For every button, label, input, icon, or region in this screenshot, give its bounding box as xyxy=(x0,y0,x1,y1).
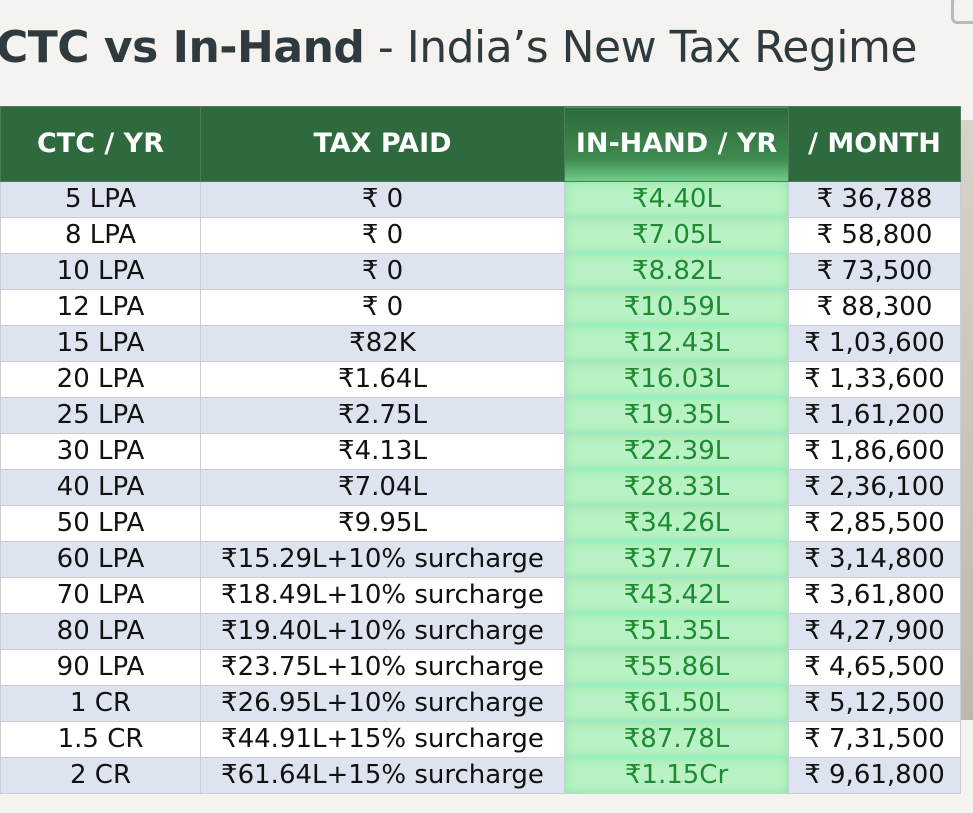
cell-in-hand: ₹51.35L xyxy=(564,613,789,650)
table-row: 25 LPA ₹2.75L ₹19.35L ₹ 1,61,200 xyxy=(0,397,961,434)
cell-in-hand: ₹19.35L xyxy=(564,397,789,434)
salary-table: CTC / YR TAX PAID IN-HAND / YR / MONTH 5… xyxy=(0,106,961,794)
cell-ctc: 2 CR xyxy=(0,757,201,794)
cell-ctc: 80 LPA xyxy=(0,613,201,650)
cell-month: ₹ 9,61,800 xyxy=(788,757,961,794)
cell-ctc: 10 LPA xyxy=(0,253,201,290)
cell-ctc: 70 LPA xyxy=(0,577,201,614)
cell-ctc: 8 LPA xyxy=(0,217,201,254)
cell-ctc: 30 LPA xyxy=(0,433,201,470)
cell-in-hand: ₹37.77L xyxy=(564,541,789,578)
table-row: 60 LPA ₹15.29L+10% surcharge ₹37.77L ₹ 3,14… xyxy=(0,541,961,578)
cell-month: ₹ 5,12,500 xyxy=(788,685,961,722)
cell-ctc: 25 LPA xyxy=(0,397,201,434)
cell-ctc: 15 LPA xyxy=(0,325,201,362)
table-row: 80 LPA ₹19.40L+10% surcharge ₹51.35L ₹ 4,27… xyxy=(0,613,961,650)
cell-in-hand: ₹16.03L xyxy=(564,361,789,398)
cell-in-hand: ₹1.15Cr xyxy=(564,757,789,794)
cell-tax-paid: ₹18.49L+10% surcharge xyxy=(200,577,565,614)
cell-month: ₹ 1,03,600 xyxy=(788,325,961,362)
page-title: CTC vs In-Hand - India’s New Tax Regime xyxy=(0,18,917,78)
cell-month: ₹ 7,31,500 xyxy=(788,721,961,758)
cell-ctc: 20 LPA xyxy=(0,361,201,398)
cell-in-hand: ₹55.86L xyxy=(564,649,789,686)
cell-tax-paid: ₹ 0 xyxy=(200,253,565,290)
cell-tax-paid: ₹19.40L+10% surcharge xyxy=(200,613,565,650)
title-subtitle: - India’s New Tax Regime xyxy=(364,22,918,73)
cell-tax-paid: ₹ 0 xyxy=(200,289,565,326)
cell-tax-paid: ₹26.95L+10% surcharge xyxy=(200,685,565,722)
cell-month: ₹ 2,85,500 xyxy=(788,505,961,542)
cell-ctc: 60 LPA xyxy=(0,541,201,578)
cell-in-hand: ₹8.82L xyxy=(564,253,789,290)
cell-month: ₹ 4,27,900 xyxy=(788,613,961,650)
cell-tax-paid: ₹ 0 xyxy=(200,181,565,218)
cell-month: ₹ 88,300 xyxy=(788,289,961,326)
table-row: 90 LPA ₹23.75L+10% surcharge ₹55.86L ₹ 4,65… xyxy=(0,649,961,686)
table-row: 2 CR ₹61.64L+15% surcharge ₹1.15Cr ₹ 9,61,8… xyxy=(0,757,961,794)
cell-tax-paid: ₹61.64L+15% surcharge xyxy=(200,757,565,794)
cell-month: ₹ 1,86,600 xyxy=(788,433,961,470)
cell-tax-paid: ₹9.95L xyxy=(200,505,565,542)
table-row: 15 LPA ₹82K ₹12.43L ₹ 1,03,600 xyxy=(0,325,961,362)
cell-month: ₹ 1,33,600 xyxy=(788,361,961,398)
cell-month: ₹ 2,36,100 xyxy=(788,469,961,506)
cell-tax-paid: ₹7.04L xyxy=(200,469,565,506)
table-row: 40 LPA ₹7.04L ₹28.33L ₹ 2,36,100 xyxy=(0,469,961,506)
cell-month: ₹ 73,500 xyxy=(788,253,961,290)
table-row: 20 LPA ₹1.64L ₹16.03L ₹ 1,33,600 xyxy=(0,361,961,398)
cell-tax-paid: ₹4.13L xyxy=(200,433,565,470)
cell-tax-paid: ₹15.29L+10% surcharge xyxy=(200,541,565,578)
table-row: 12 LPA ₹ 0 ₹10.59L ₹ 88,300 xyxy=(0,289,961,326)
table-body: 5 LPA ₹ 0 ₹4.40L ₹ 36,788 8 LPA ₹ 0 ₹7.05L ₹ 58… xyxy=(0,181,961,794)
table-row: 10 LPA ₹ 0 ₹8.82L ₹ 73,500 xyxy=(0,253,961,290)
cell-tax-paid: ₹1.64L xyxy=(200,361,565,398)
table-row: 1 CR ₹26.95L+10% surcharge ₹61.50L ₹ 5,12,5… xyxy=(0,685,961,722)
cell-in-hand: ₹28.33L xyxy=(564,469,789,506)
instagram-icon xyxy=(951,0,973,24)
cell-in-hand: ₹10.59L xyxy=(564,289,789,326)
cell-tax-paid: ₹82K xyxy=(200,325,565,362)
cell-month: ₹ 4,65,500 xyxy=(788,649,961,686)
cell-in-hand: ₹12.43L xyxy=(564,325,789,362)
table-row: 50 LPA ₹9.95L ₹34.26L ₹ 2,85,500 xyxy=(0,505,961,542)
cell-tax-paid: ₹ 0 xyxy=(200,217,565,254)
table-row: 70 LPA ₹18.49L+10% surcharge ₹43.42L ₹ 3,61… xyxy=(0,577,961,614)
header-in-hand: IN-HAND / YR xyxy=(564,106,789,182)
cell-in-hand: ₹34.26L xyxy=(564,505,789,542)
cell-tax-paid: ₹2.75L xyxy=(200,397,565,434)
cell-month: ₹ 3,61,800 xyxy=(788,577,961,614)
cell-in-hand: ₹22.39L xyxy=(564,433,789,470)
cell-in-hand: ₹61.50L xyxy=(564,685,789,722)
cell-ctc: 1.5 CR xyxy=(0,721,201,758)
table-row: 5 LPA ₹ 0 ₹4.40L ₹ 36,788 xyxy=(0,181,961,218)
table-row: 30 LPA ₹4.13L ₹22.39L ₹ 1,86,600 xyxy=(0,433,961,470)
header-month: / MONTH xyxy=(788,106,961,182)
cell-ctc: 40 LPA xyxy=(0,469,201,506)
header-tax-paid: TAX PAID xyxy=(200,106,565,182)
cell-ctc: 12 LPA xyxy=(0,289,201,326)
cell-in-hand: ₹43.42L xyxy=(564,577,789,614)
cell-tax-paid: ₹23.75L+10% surcharge xyxy=(200,649,565,686)
cell-month: ₹ 36,788 xyxy=(788,181,961,218)
cell-month: ₹ 58,800 xyxy=(788,217,961,254)
cell-in-hand: ₹87.78L xyxy=(564,721,789,758)
cell-ctc: 50 LPA xyxy=(0,505,201,542)
title-bold: CTC vs In-Hand xyxy=(0,22,365,73)
cell-ctc: 90 LPA xyxy=(0,649,201,686)
header-ctc: CTC / YR xyxy=(0,106,201,182)
cell-ctc: 5 LPA xyxy=(0,181,201,218)
cell-month: ₹ 3,14,800 xyxy=(788,541,961,578)
cell-ctc: 1 CR xyxy=(0,685,201,722)
cell-month: ₹ 1,61,200 xyxy=(788,397,961,434)
cell-tax-paid: ₹44.91L+15% surcharge xyxy=(200,721,565,758)
cell-in-hand: ₹7.05L xyxy=(564,217,789,254)
cell-in-hand: ₹4.40L xyxy=(564,181,789,218)
table-row: 8 LPA ₹ 0 ₹7.05L ₹ 58,800 xyxy=(0,217,961,254)
table-row: 1.5 CR ₹44.91L+15% surcharge ₹87.78L ₹ 7,31… xyxy=(0,721,961,758)
table-header-row: CTC / YR TAX PAID IN-HAND / YR / MONTH xyxy=(0,106,961,182)
